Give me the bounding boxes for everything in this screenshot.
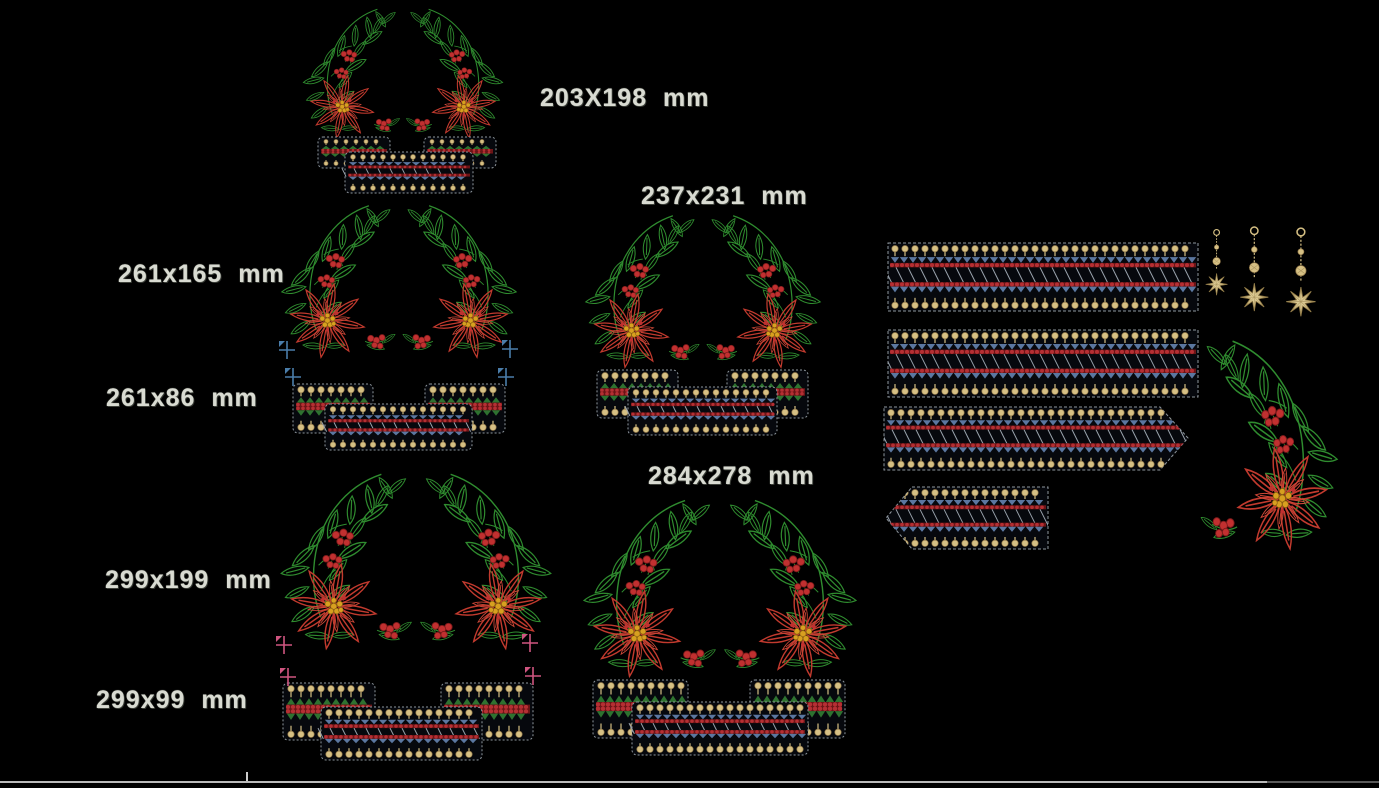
- design-border-299x99[interactable]: [282, 682, 534, 761]
- placement-markers-blue: [278, 339, 519, 387]
- design-border-237[interactable]: [596, 369, 809, 436]
- design-wreath-284x278[interactable]: [584, 501, 856, 677]
- design-wreath-203x198[interactable]: [303, 9, 502, 138]
- scrollbar-tick: [246, 772, 248, 781]
- star-dangle-medium[interactable]: [1240, 227, 1268, 311]
- size-label-203x198[interactable]: 203X198 mm: [540, 84, 710, 112]
- size-label-299x99[interactable]: 299x99 mm: [96, 686, 248, 714]
- size-label-261x165[interactable]: 261x165 mm: [118, 260, 285, 288]
- size-label-237x231[interactable]: 237x231 mm: [641, 182, 808, 210]
- design-hanging-star-ornaments[interactable]: [1206, 227, 1316, 316]
- design-border-261x86[interactable]: [292, 383, 506, 451]
- design-wreath-237x231[interactable]: [586, 216, 821, 368]
- design-corner-branch[interactable]: [1200, 341, 1338, 550]
- scrollbar-track[interactable]: [0, 781, 1267, 783]
- design-wreath-299x199[interactable]: [281, 474, 551, 649]
- design-border-strip-pointed-right[interactable]: [880, 406, 1189, 471]
- scrollbar-track-end[interactable]: [1267, 781, 1379, 783]
- design-border-strip-2[interactable]: [884, 329, 1199, 398]
- size-label-299x199[interactable]: 299x199 mm: [105, 566, 272, 594]
- star-dangle-small[interactable]: [1206, 230, 1228, 296]
- size-label-284x278[interactable]: 284x278 mm: [648, 462, 815, 490]
- star-dangle-large[interactable]: [1286, 228, 1315, 316]
- design-border-strip-1[interactable]: [884, 242, 1199, 312]
- design-border-284[interactable]: [592, 679, 846, 756]
- size-label-261x86[interactable]: 261x86 mm: [106, 384, 258, 412]
- design-border-strip-pointed-left[interactable]: [884, 486, 1049, 550]
- design-border-203[interactable]: [317, 136, 497, 194]
- design-wreath-261x165[interactable]: [282, 206, 517, 358]
